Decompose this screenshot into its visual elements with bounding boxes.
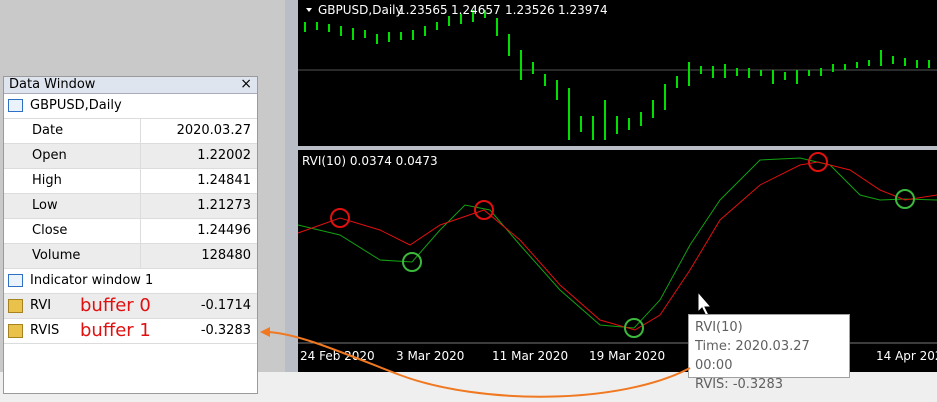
row-label: Close [32, 223, 68, 238]
header-low: 1.23526 [505, 3, 555, 17]
x-axis-label: 3 Mar 2020 [396, 349, 464, 363]
indicator-label: RVI(10) 0.0374 0.0473 [302, 154, 438, 168]
symbol: GBPUSD,Daily [30, 98, 122, 113]
data-row: Open 1.22002 [4, 144, 257, 169]
buffer-label: RVI [30, 298, 52, 313]
rvi-line [297, 161, 937, 331]
tooltip: RVI(10) Time: 2020.03.27 00:00 RVIS: -0.… [688, 314, 850, 392]
x-axis-label: 11 Mar 2020 [492, 349, 568, 363]
header-high: 1.24657 [451, 3, 501, 17]
annotation: buffer 1 [80, 320, 151, 341]
row-label: Date [32, 123, 64, 138]
buffer-value: -0.1714 [200, 298, 251, 313]
chart-icon [8, 99, 23, 112]
arrow-head [260, 327, 270, 337]
row-value: 128480 [201, 248, 251, 263]
x-axis-label: 19 Mar 2020 [589, 349, 665, 363]
data-row: Volume 128480 [4, 244, 257, 269]
buffer-label: RVIS [30, 323, 60, 338]
row-label: Low [32, 198, 58, 213]
cross-markers [330, 152, 915, 338]
header-open: 1.23565 [398, 3, 448, 17]
data-window-title: Data Window [9, 77, 96, 92]
row-value: 2020.03.27 [176, 123, 251, 138]
header-symbol: GBPUSD,Daily [318, 3, 403, 17]
x-axis-label: 24 Feb 2020 [300, 349, 375, 363]
buffer-row: RVI buffer 0 -0.1714 [4, 294, 257, 319]
row-value: 1.22002 [197, 148, 251, 163]
row-label: High [32, 173, 62, 188]
x-axis-label: 14 Apr 2020 [876, 349, 937, 363]
row-value: 1.24496 [197, 223, 251, 238]
buffer-icon [8, 299, 23, 313]
buffer-value: -0.3283 [200, 323, 251, 338]
tooltip-value: RVIS: -0.3283 [695, 377, 783, 392]
price-bars [304, 10, 930, 140]
tooltip-title: RVI(10) [695, 320, 743, 335]
data-row: Close 1.24496 [4, 219, 257, 244]
close-button[interactable]: × [240, 76, 252, 92]
data-row: High 1.24841 [4, 169, 257, 194]
annotation: buffer 0 [80, 295, 151, 316]
tooltip-time: Time: 2020.03.27 00:00 [695, 339, 810, 373]
indicator-row: Indicator window 1 [4, 269, 257, 294]
indicator-icon [8, 274, 23, 287]
data-window: Data Window × GBPUSD,Daily Date 2020.03.2… [3, 76, 258, 394]
rvis-line [297, 157, 937, 329]
symbol-arrow [306, 8, 312, 12]
data-row: Date 2020.03.27 [4, 119, 257, 144]
row-value: 1.24841 [197, 173, 251, 188]
buffer-icon [8, 324, 23, 338]
header-close: 1.23974 [558, 3, 608, 17]
row-label: Open [32, 148, 67, 163]
row-label: Volume [32, 248, 81, 263]
symbol-row: GBPUSD,Daily [4, 94, 257, 119]
row-value: 1.21273 [197, 198, 251, 213]
indicator-window: Indicator window 1 [30, 273, 154, 288]
buffer-row: RVIS buffer 1 -0.3283 [4, 319, 257, 344]
data-window-titlebar: Data Window × [4, 76, 257, 94]
data-row: Low 1.21273 [4, 194, 257, 219]
